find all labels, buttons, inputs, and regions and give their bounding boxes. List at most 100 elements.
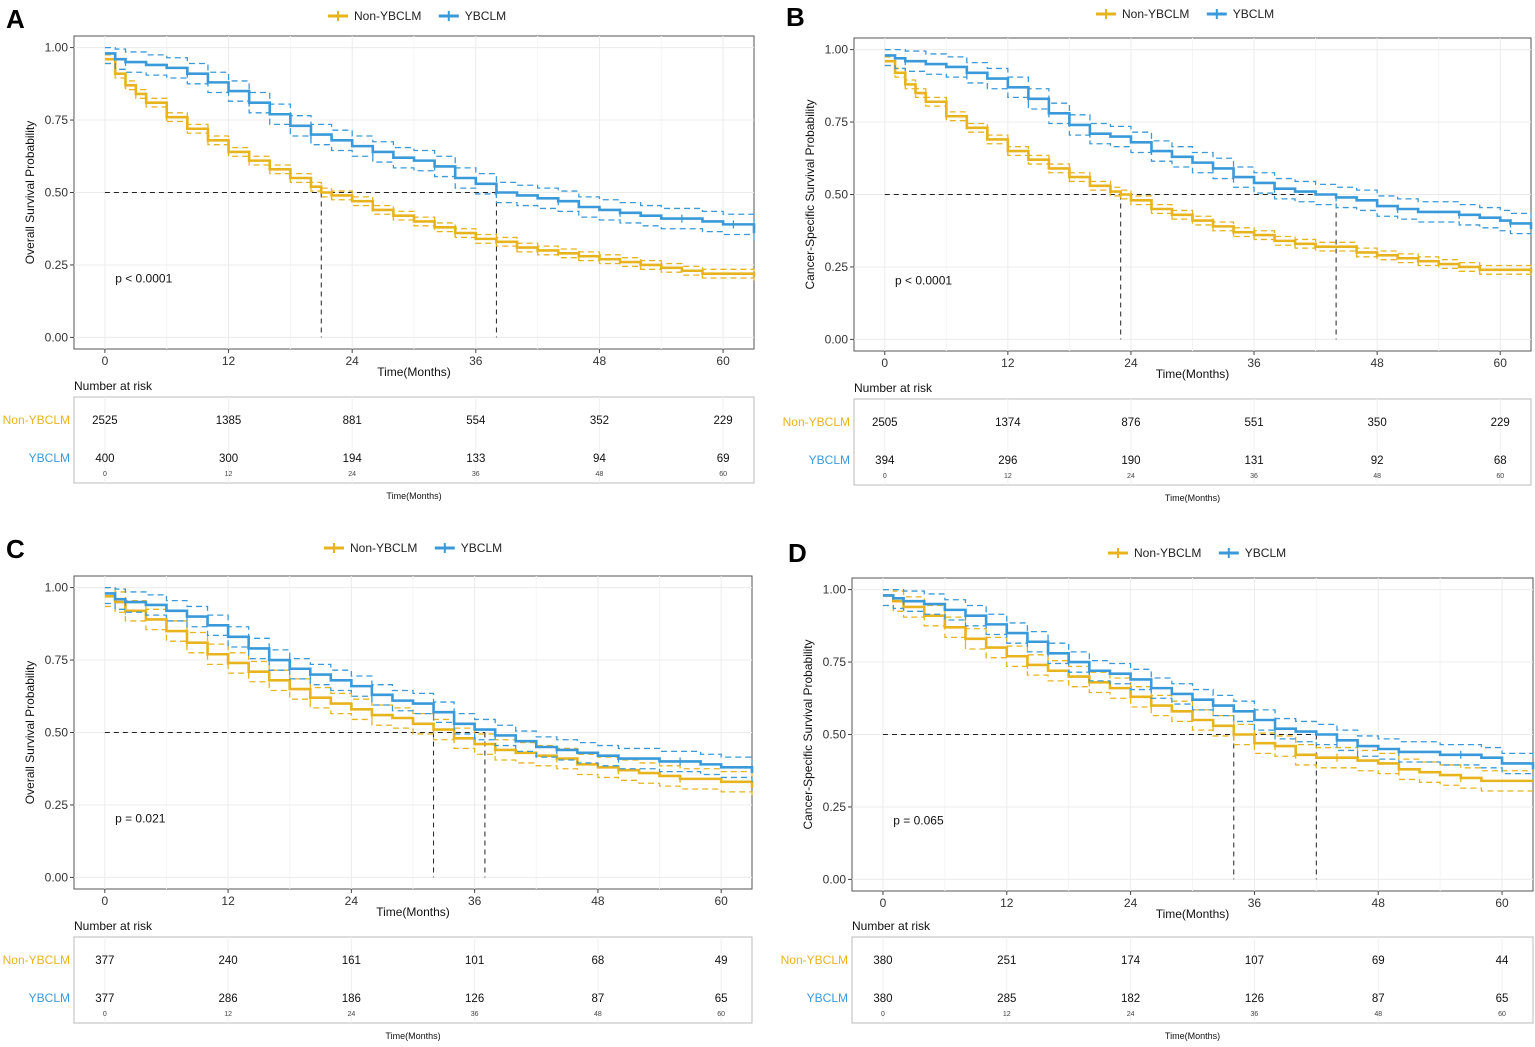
y-tick-label: 0.75 (45, 653, 69, 667)
y-tick-label: 1.00 (823, 583, 847, 597)
risk-count: 68 (1494, 455, 1507, 467)
y-tick-label: 1.00 (45, 581, 69, 595)
x-tick-label: 24 (1124, 356, 1138, 370)
x-tick-label: 0 (880, 896, 887, 910)
y-tick-label: 0.50 (45, 186, 69, 200)
y-tick-label: 1.00 (45, 41, 69, 55)
risk-count: 240 (218, 955, 237, 967)
y-tick-label: 0.00 (825, 332, 849, 346)
median-reference (104, 732, 486, 878)
x-tick-label: 60 (1494, 356, 1508, 370)
y-tick-label: 0.50 (825, 188, 849, 202)
risk-x-tick-label: 36 (471, 1011, 479, 1018)
risk-count: 182 (1121, 993, 1140, 1005)
legend-item-ybclm: YBCLM (438, 9, 506, 23)
panel-letter: D (788, 538, 807, 568)
risk-x-tick-label: 60 (1496, 473, 1504, 480)
risk-table-title: Number at risk (74, 919, 153, 933)
risk-table-frame (853, 398, 1532, 486)
risk-x-tick-label: 0 (103, 1011, 107, 1018)
risk-count: 400 (95, 453, 114, 465)
risk-count: 101 (465, 955, 484, 967)
legend-item-non-ybclm: Non-YBCLM (1108, 546, 1201, 560)
legend-label: Non-YBCLM (350, 541, 417, 555)
risk-count: 394 (875, 455, 895, 467)
legend-item-ybclm: YBCLM (434, 541, 502, 555)
y-axis-title: Overall Survival Probability (23, 661, 37, 804)
p-value: p = 0.021 (115, 811, 166, 825)
x-tick-label: 48 (1372, 896, 1386, 910)
legend-label: Non-YBCLM (1122, 7, 1189, 21)
plot-area: 0.00 0.25 0.50 0.75 1.00 0 12 24 36 48 60 Time(Mont… (23, 35, 756, 379)
x-tick-label: 60 (715, 894, 729, 908)
risk-count: 44 (1496, 955, 1509, 967)
ci-lower-ybclm (882, 604, 1534, 780)
risk-count: 190 (1121, 455, 1140, 467)
y-axis-title: Cancer-Specific Survival Probability (801, 639, 815, 829)
legend: Non-YBCLM YBCLM (328, 9, 506, 23)
x-axis-title: Time(Months) (1156, 367, 1230, 381)
x-axis-title: Time(Months) (1156, 907, 1230, 921)
risk-x-tick-label: 48 (596, 471, 604, 478)
median-reference (104, 192, 497, 338)
ci-lower-non-ybclm (882, 604, 1533, 792)
risk-table-frame (73, 936, 753, 1024)
risk-x-tick-label: 0 (881, 1011, 885, 1018)
risk-count: 194 (343, 453, 363, 465)
legend-label: YBCLM (465, 9, 506, 23)
panel-letter: C (6, 534, 25, 564)
risk-table-title: Number at risk (74, 379, 153, 393)
x-tick-label: 0 (881, 356, 888, 370)
ci-upper-ybclm (882, 588, 1534, 760)
risk-x-tick-label: 0 (103, 471, 107, 478)
y-tick-label: 0.75 (823, 655, 847, 669)
y-tick-label: 0.25 (823, 800, 847, 814)
risk-count: 551 (1244, 417, 1263, 429)
legend-label: YBCLM (1233, 7, 1274, 21)
x-tick-label: 24 (345, 894, 359, 908)
risk-x-tick-label: 60 (719, 471, 727, 478)
risk-count: 49 (715, 955, 728, 967)
risk-x-tick-label: 60 (1498, 1011, 1506, 1018)
legend-item-non-ybclm: Non-YBCLM (328, 9, 421, 23)
x-tick-label: 12 (221, 894, 235, 908)
risk-x-axis-title: Time(Months) (1165, 1031, 1220, 1041)
p-value: p < 0.0001 (115, 271, 172, 285)
risk-x-axis-title: Time(Months) (385, 1031, 440, 1041)
legend: Non-YBCLM YBCLM (1096, 7, 1274, 21)
panel-b: B Non-YBCLM YBCLM 0.00 0.25 0.50 0.75 1.00 0 12 24… (783, 2, 1533, 503)
risk-x-tick-label: 48 (594, 1011, 602, 1018)
risk-count: 92 (1371, 455, 1384, 467)
y-tick-label: 1.00 (825, 43, 849, 57)
risk-count: 1374 (995, 417, 1021, 429)
x-tick-label: 24 (346, 354, 360, 368)
ci-upper-ybclm (104, 586, 753, 763)
ci-upper-non-ybclm (882, 588, 1533, 772)
risk-count: 107 (1245, 955, 1264, 967)
risk-row-label: YBCLM (809, 453, 850, 467)
risk-count: 133 (466, 453, 485, 465)
y-tick-label: 0.00 (823, 872, 847, 886)
ci-lower-ybclm (884, 64, 1532, 240)
x-tick-label: 36 (468, 894, 482, 908)
risk-count: 380 (873, 993, 892, 1005)
risk-x-tick-label: 24 (347, 1011, 355, 1018)
y-tick-label: 0.25 (45, 798, 69, 812)
risk-count: 68 (592, 955, 605, 967)
panel-d: D Non-YBCLM YBCLM 0.00 0.25 0.50 0.75 1.00 0 12 24… (781, 538, 1535, 1041)
risk-count: 131 (1244, 455, 1263, 467)
panel-letter: B (786, 2, 805, 32)
y-tick-label: 0.75 (45, 113, 69, 127)
risk-x-tick-label: 36 (1251, 1011, 1259, 1018)
risk-count: 1385 (216, 415, 242, 427)
risk-count: 69 (1372, 955, 1385, 967)
plot-area: 0.00 0.25 0.50 0.75 1.00 0 12 24 36 48 60 Time(Mont… (803, 37, 1533, 381)
risk-count: 554 (466, 415, 486, 427)
risk-count: 876 (1121, 417, 1140, 429)
risk-count: 65 (715, 993, 728, 1005)
x-tick-label: 12 (1000, 896, 1014, 910)
legend-item-ybclm: YBCLM (1206, 7, 1274, 21)
legend-label: Non-YBCLM (1134, 546, 1201, 560)
